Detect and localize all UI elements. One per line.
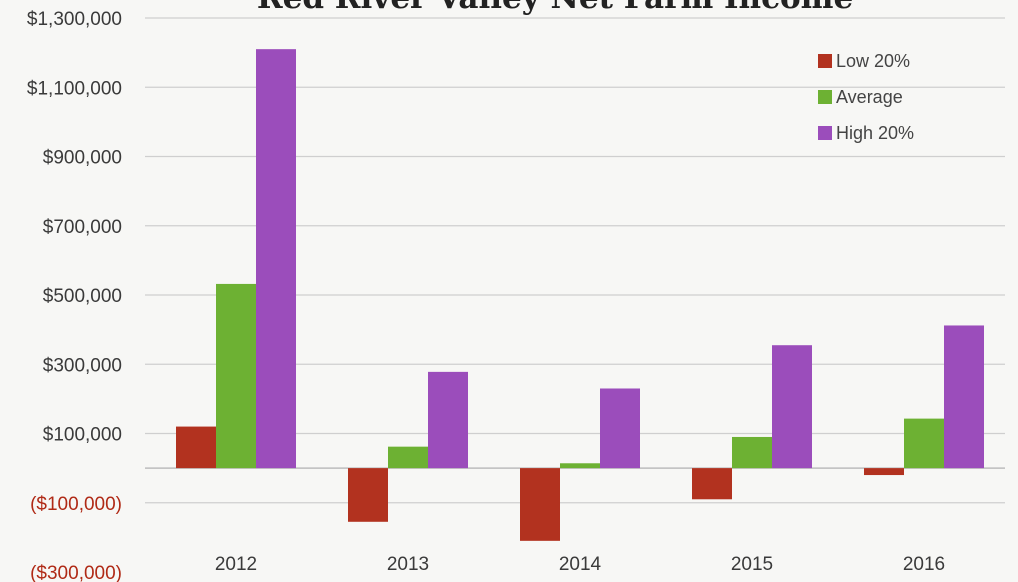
bar-high-20-2013 <box>428 371 468 469</box>
bar-low-20-2014 <box>520 468 560 541</box>
bar-low-20-2013 <box>348 468 388 522</box>
y-tick-label: ($100,000) <box>30 494 122 515</box>
legend-label-average: Average <box>836 87 903 107</box>
y-tick-label: ($300,000) <box>30 563 122 582</box>
x-tick-label: 2015 <box>731 554 773 575</box>
legend-label-low-20: Low 20% <box>836 51 910 71</box>
y-axis-tick-labels: $1,300,000 $1,100,000 $900,000 $700,000 $500… <box>27 9 122 582</box>
bar-high-20-2015 <box>772 345 812 469</box>
legend-label-high-20: High 20% <box>836 123 914 143</box>
x-tick-label: 2016 <box>903 554 945 575</box>
bar-low-20-2015 <box>692 468 732 500</box>
bar-average-2013 <box>388 446 428 469</box>
legend-swatch-average <box>818 90 832 104</box>
bar-average-2016 <box>904 418 944 469</box>
bar-low-20-2012 <box>176 426 216 469</box>
x-tick-label: 2013 <box>387 554 429 575</box>
legend: Low 20% Average High 20% <box>818 51 914 143</box>
x-tick-label: 2014 <box>559 554 602 575</box>
y-tick-label: $1,100,000 <box>27 78 122 99</box>
bar-average-2014 <box>560 463 600 469</box>
y-tick-label: $700,000 <box>43 217 122 238</box>
bar-high-20-2012 <box>256 49 296 469</box>
bar-average-2015 <box>732 436 772 469</box>
bars <box>176 49 984 541</box>
bar-average-2012 <box>216 283 256 469</box>
y-tick-label: $500,000 <box>43 286 122 307</box>
legend-swatch-low-20 <box>818 54 832 68</box>
y-tick-label: $1,300,000 <box>27 9 122 30</box>
chart-title: Red River Valley Net Farm Income <box>257 0 853 16</box>
bar-low-20-2016 <box>864 468 904 476</box>
y-tick-label: $100,000 <box>43 425 122 446</box>
bar-high-20-2016 <box>944 325 984 469</box>
y-tick-label: $900,000 <box>43 148 122 169</box>
y-tick-label: $300,000 <box>43 355 122 376</box>
bar-high-20-2014 <box>600 388 640 469</box>
x-axis-tick-labels: 2012 2013 2014 2015 2016 <box>215 554 945 575</box>
x-tick-label: 2012 <box>215 554 257 575</box>
legend-swatch-high-20 <box>818 126 832 140</box>
